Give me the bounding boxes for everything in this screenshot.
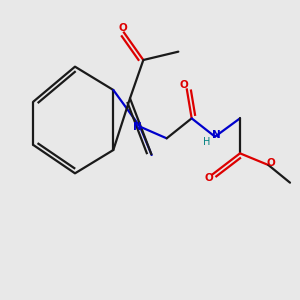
Text: O: O	[204, 173, 213, 183]
Text: O: O	[119, 23, 128, 33]
Text: H: H	[203, 137, 210, 147]
Text: O: O	[179, 80, 188, 90]
Text: N: N	[212, 130, 221, 140]
Text: O: O	[267, 158, 276, 169]
Text: N: N	[133, 122, 141, 132]
